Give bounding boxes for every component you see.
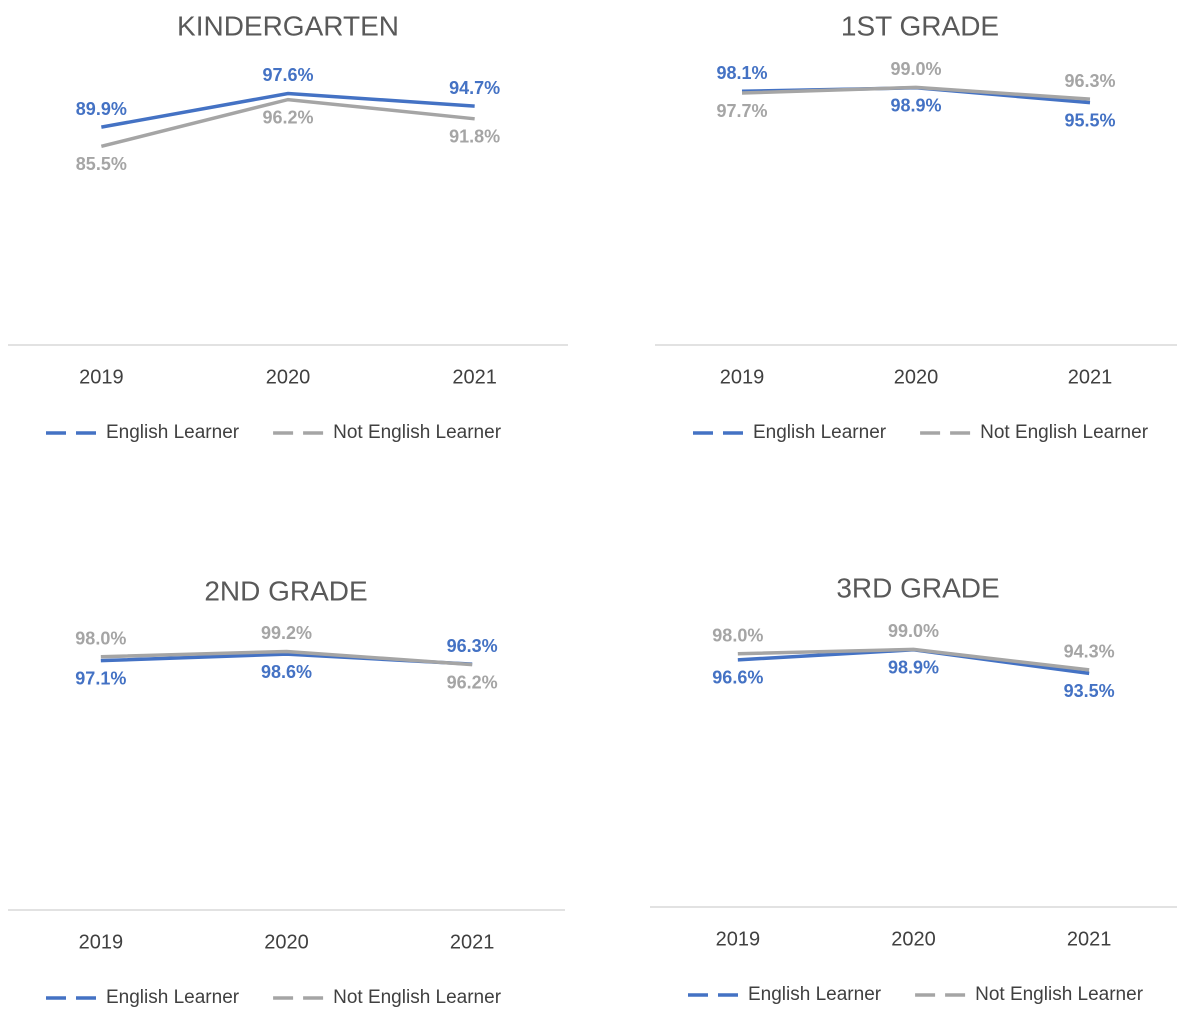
chart-title: 2ND GRADE [204, 575, 367, 606]
data-label: 98.0% [712, 625, 763, 645]
x-tick-label: 2019 [79, 366, 124, 388]
data-label: 96.3% [447, 636, 498, 656]
data-label: 98.1% [716, 63, 767, 83]
data-label: 95.5% [1064, 110, 1115, 130]
data-label: 97.6% [262, 65, 313, 85]
data-label: 96.2% [262, 107, 313, 127]
legend-label: Not English Learner [333, 422, 502, 443]
legend-label: English Learner [748, 984, 882, 1005]
data-label: 91.8% [449, 127, 500, 147]
x-tick-label: 2021 [1068, 366, 1113, 388]
legend-label: English Learner [106, 987, 240, 1008]
series-line [741, 85, 1091, 101]
data-label: 96.6% [712, 668, 763, 688]
data-label: 94.3% [1064, 642, 1115, 662]
chart-title: 3RD GRADE [836, 572, 999, 603]
data-label: 93.5% [1064, 681, 1115, 701]
series-line [101, 91, 475, 129]
x-tick-label: 2020 [264, 931, 309, 953]
data-label: 98.9% [888, 658, 939, 678]
data-label: 96.2% [447, 672, 498, 692]
legend-label: Not English Learner [975, 984, 1144, 1005]
data-label: 97.1% [75, 668, 126, 688]
x-tick-label: 2019 [716, 928, 761, 950]
data-label: 99.2% [261, 623, 312, 643]
x-tick-label: 2021 [452, 366, 497, 388]
x-tick-label: 2021 [450, 931, 495, 953]
data-label: 99.0% [890, 59, 941, 79]
legend-label: Not English Learner [333, 987, 502, 1008]
legend-label: Not English Learner [980, 422, 1149, 443]
series-line [737, 647, 1090, 672]
x-tick-label: 2020 [894, 366, 939, 388]
data-label: 99.0% [888, 621, 939, 641]
x-tick-label: 2020 [891, 928, 936, 950]
data-label: 98.0% [75, 628, 126, 648]
data-label: 97.7% [716, 101, 767, 121]
x-tick-label: 2019 [720, 366, 765, 388]
series-line [100, 649, 473, 667]
legend-label: English Learner [753, 422, 887, 443]
x-tick-label: 2020 [266, 366, 311, 388]
chart-title: KINDERGARTEN [177, 10, 399, 41]
data-label: 98.6% [261, 662, 312, 682]
data-label: 98.9% [890, 96, 941, 116]
series-line [100, 97, 475, 149]
data-label: 96.3% [1064, 71, 1115, 91]
data-label: 94.7% [449, 78, 500, 98]
data-label: 89.9% [76, 99, 127, 119]
chart-title: 1ST GRADE [841, 10, 999, 41]
legend-label: English Learner [106, 422, 240, 443]
data-label: 85.5% [76, 154, 127, 174]
x-tick-label: 2019 [79, 931, 124, 953]
x-tick-label: 2021 [1067, 928, 1112, 950]
